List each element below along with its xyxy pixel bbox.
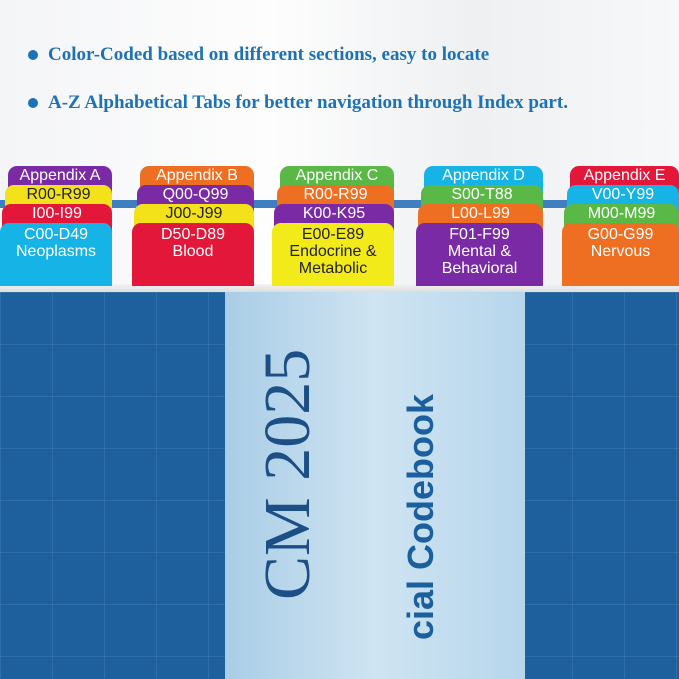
book-subtitle: cial Codebook — [400, 393, 441, 640]
feature-bullet: Color-Coded based on different sections,… — [28, 44, 489, 66]
index-tab: F01-F99 Mental & Behavioral — [416, 223, 543, 286]
book-spine-band — [225, 292, 525, 679]
bullet-text: A-Z Alphabetical Tabs for better navigat… — [48, 92, 568, 113]
bullet-text: Color-Coded based on different sections,… — [48, 44, 490, 65]
index-tab: G00-G99 Nervous — [562, 223, 679, 286]
bullet-dot-icon — [28, 50, 38, 60]
bullet-dot-icon — [28, 98, 38, 108]
feature-bullet: A-Z Alphabetical Tabs for better navigat… — [28, 92, 568, 114]
index-tab: D50-D89 Blood — [132, 223, 254, 286]
index-tab: E00-E89 Endocrine & Metabolic — [272, 223, 394, 286]
shelf — [0, 284, 679, 294]
index-tab: C00-D49 Neoplasms — [0, 223, 112, 286]
book-title: CM 2025 — [251, 348, 324, 600]
